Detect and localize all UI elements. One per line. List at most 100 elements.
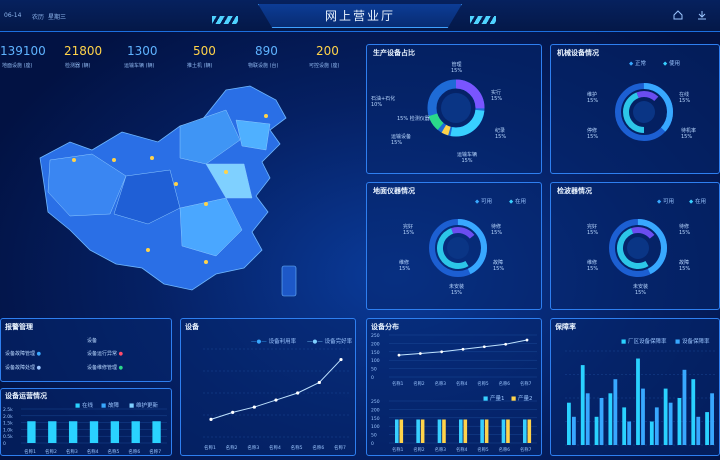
legend-item[interactable]: 产量2	[517, 396, 533, 402]
legend-item[interactable]: 维护更新	[135, 403, 158, 409]
y-tick-label: 2.5k	[3, 407, 13, 413]
donut-label: 管理	[451, 62, 462, 68]
legend-item[interactable]: 可用	[662, 199, 674, 205]
map-marker[interactable]	[224, 170, 228, 174]
x-tick-label: 名称2	[45, 448, 57, 455]
donut-label: 在线	[679, 92, 690, 98]
legend-item[interactable]: 设备保障率	[681, 339, 710, 345]
kpi-value: 139100	[0, 44, 46, 58]
home-icon[interactable]	[672, 9, 684, 21]
map-marker[interactable]	[264, 114, 268, 118]
y-tick-label: 200	[371, 407, 380, 413]
legend-item[interactable]: 使用	[668, 61, 680, 67]
map-marker[interactable]	[204, 260, 208, 264]
map-marker[interactable]	[72, 158, 76, 162]
y-tick-label: 0	[371, 441, 374, 447]
x-tick-label: 名称5	[108, 448, 120, 455]
bar	[641, 388, 645, 445]
y-tick-label: 1.5k	[3, 421, 13, 427]
bar	[668, 402, 673, 445]
donut-chart[interactable]	[423, 213, 493, 283]
panel-title: 机械设备情况	[557, 49, 599, 57]
legend-item[interactable]: 在线	[81, 403, 93, 409]
bar	[627, 421, 632, 445]
donut-label: 维护	[587, 92, 598, 98]
panel-ground-instruments: 地面仪器情况 ◆ 可用 ◆ 在用 完好 15% 待修 15% 维修 15% 故障 15%…	[366, 182, 542, 310]
list-item[interactable]: 设备故障管理 ●	[5, 351, 41, 357]
donut-label: 故障	[679, 260, 690, 266]
guarantee-bar-chart[interactable]	[551, 319, 720, 457]
legend-item[interactable]: 厂区设备保障率	[627, 339, 667, 345]
header-stripe-left	[212, 16, 238, 24]
map-marker[interactable]	[150, 156, 154, 160]
data-point	[209, 417, 213, 421]
bar	[527, 419, 532, 443]
donut-label: 未安装	[449, 284, 465, 290]
legend-item[interactable]: 产量1	[489, 396, 505, 402]
legend-item[interactable]: 故障	[107, 403, 119, 409]
map-region-central[interactable]	[113, 169, 181, 225]
data-point	[482, 345, 486, 349]
donut-pct: 15%	[399, 266, 411, 272]
legend-item[interactable]: 在用	[694, 199, 706, 205]
donut-label: 故障	[493, 260, 504, 266]
map-region-west[interactable]	[47, 153, 127, 217]
panel-machinery: 机械设备情况 ◆ 正常 ◆ 使用 维护 15% 在线 15% 停修 15% 待机率 15…	[550, 44, 720, 174]
donut-chart[interactable]	[603, 213, 673, 283]
data-point	[461, 347, 465, 351]
legend-item[interactable]: 可用	[480, 199, 492, 205]
x-tick-label: 名称7	[520, 380, 532, 387]
bar	[459, 419, 463, 443]
download-icon[interactable]	[696, 9, 708, 21]
donut-pct: 15%	[451, 68, 463, 74]
header-stripe-right	[470, 16, 496, 24]
data-point	[317, 380, 321, 385]
map-region-northeast[interactable]	[235, 119, 271, 151]
legend-item[interactable]: 在用	[514, 199, 526, 205]
donut-pct: 15%	[391, 140, 403, 146]
donut-label: 运输车辆	[457, 152, 478, 158]
donut-pct: 15%	[679, 230, 691, 236]
panel-equipment-distribution: 设备分布 250 200 150 100 50 0 名称1 名称2 名称3 名称4 名称5 名称6 名称…	[366, 318, 542, 456]
donut-chart[interactable]	[421, 73, 491, 143]
donut-label: 完好	[587, 224, 598, 230]
data-point	[525, 338, 529, 342]
map-marker[interactable]	[112, 158, 116, 162]
y-tick-label: 2.0k	[3, 414, 13, 420]
china-map[interactable]	[30, 80, 330, 305]
data-point	[504, 342, 508, 346]
distribution-chart[interactable]: 250 200 150 100 50 0 名称1 名称2 名称3 名称4 名称5 名称6 名称7 250 2…	[367, 319, 543, 457]
legend-item[interactable]: 设备利用率	[268, 339, 297, 345]
map-region-east[interactable]	[205, 163, 253, 199]
bar	[48, 421, 57, 443]
small-bar-chart[interactable]: 2.5k2.0k1.5k1.0k0.5k0 名称1 名称2 名称3 名称4 名称5 名称6 名…	[1, 389, 173, 457]
map-marker[interactable]	[204, 202, 208, 206]
x-tick-label: 名称1	[204, 444, 216, 451]
y-tick-label: 100	[371, 358, 380, 364]
map-marker[interactable]	[146, 248, 150, 252]
bar	[484, 419, 489, 443]
panel-title: 设备运营情况	[5, 392, 47, 400]
list-item[interactable]: 设备运行异常 ●	[87, 351, 123, 357]
x-tick-label: 名称6	[128, 448, 140, 455]
donut-label: 维修	[587, 260, 598, 266]
x-tick-label: 名称6	[312, 444, 324, 451]
list-item[interactable]: 设备故障处理 ●	[5, 365, 41, 371]
map-region-south[interactable]	[179, 197, 243, 257]
data-point	[231, 410, 235, 414]
map-region-north[interactable]	[179, 109, 241, 165]
legend-item[interactable]: 正常	[634, 61, 646, 67]
line-chart[interactable]: 名称1 名称2 名称3 名称4 名称5 名称6 名称7	[181, 319, 357, 457]
legend-item[interactable]: 设备完好率	[324, 339, 353, 345]
panel-geophones: 检波器情况 ◆ 可用 ◆ 在用 完好 15% 待修 15% 维修 15% 故障 15% …	[550, 182, 720, 310]
kpi-label: 可控设施 (座)	[309, 63, 340, 69]
bar	[152, 421, 161, 443]
list-item[interactable]: 设备维修管理 ●	[87, 365, 123, 371]
bar	[437, 419, 442, 443]
donut-chart[interactable]	[609, 77, 679, 147]
y-tick-label: 250	[371, 333, 380, 339]
map-marker[interactable]	[174, 182, 178, 186]
bar	[710, 393, 714, 445]
panel-guarantee-rate: 保障率 ■ 厂区设备保障率 ■ 设备保障率	[550, 318, 720, 456]
donut-pct: 10%	[371, 102, 383, 108]
